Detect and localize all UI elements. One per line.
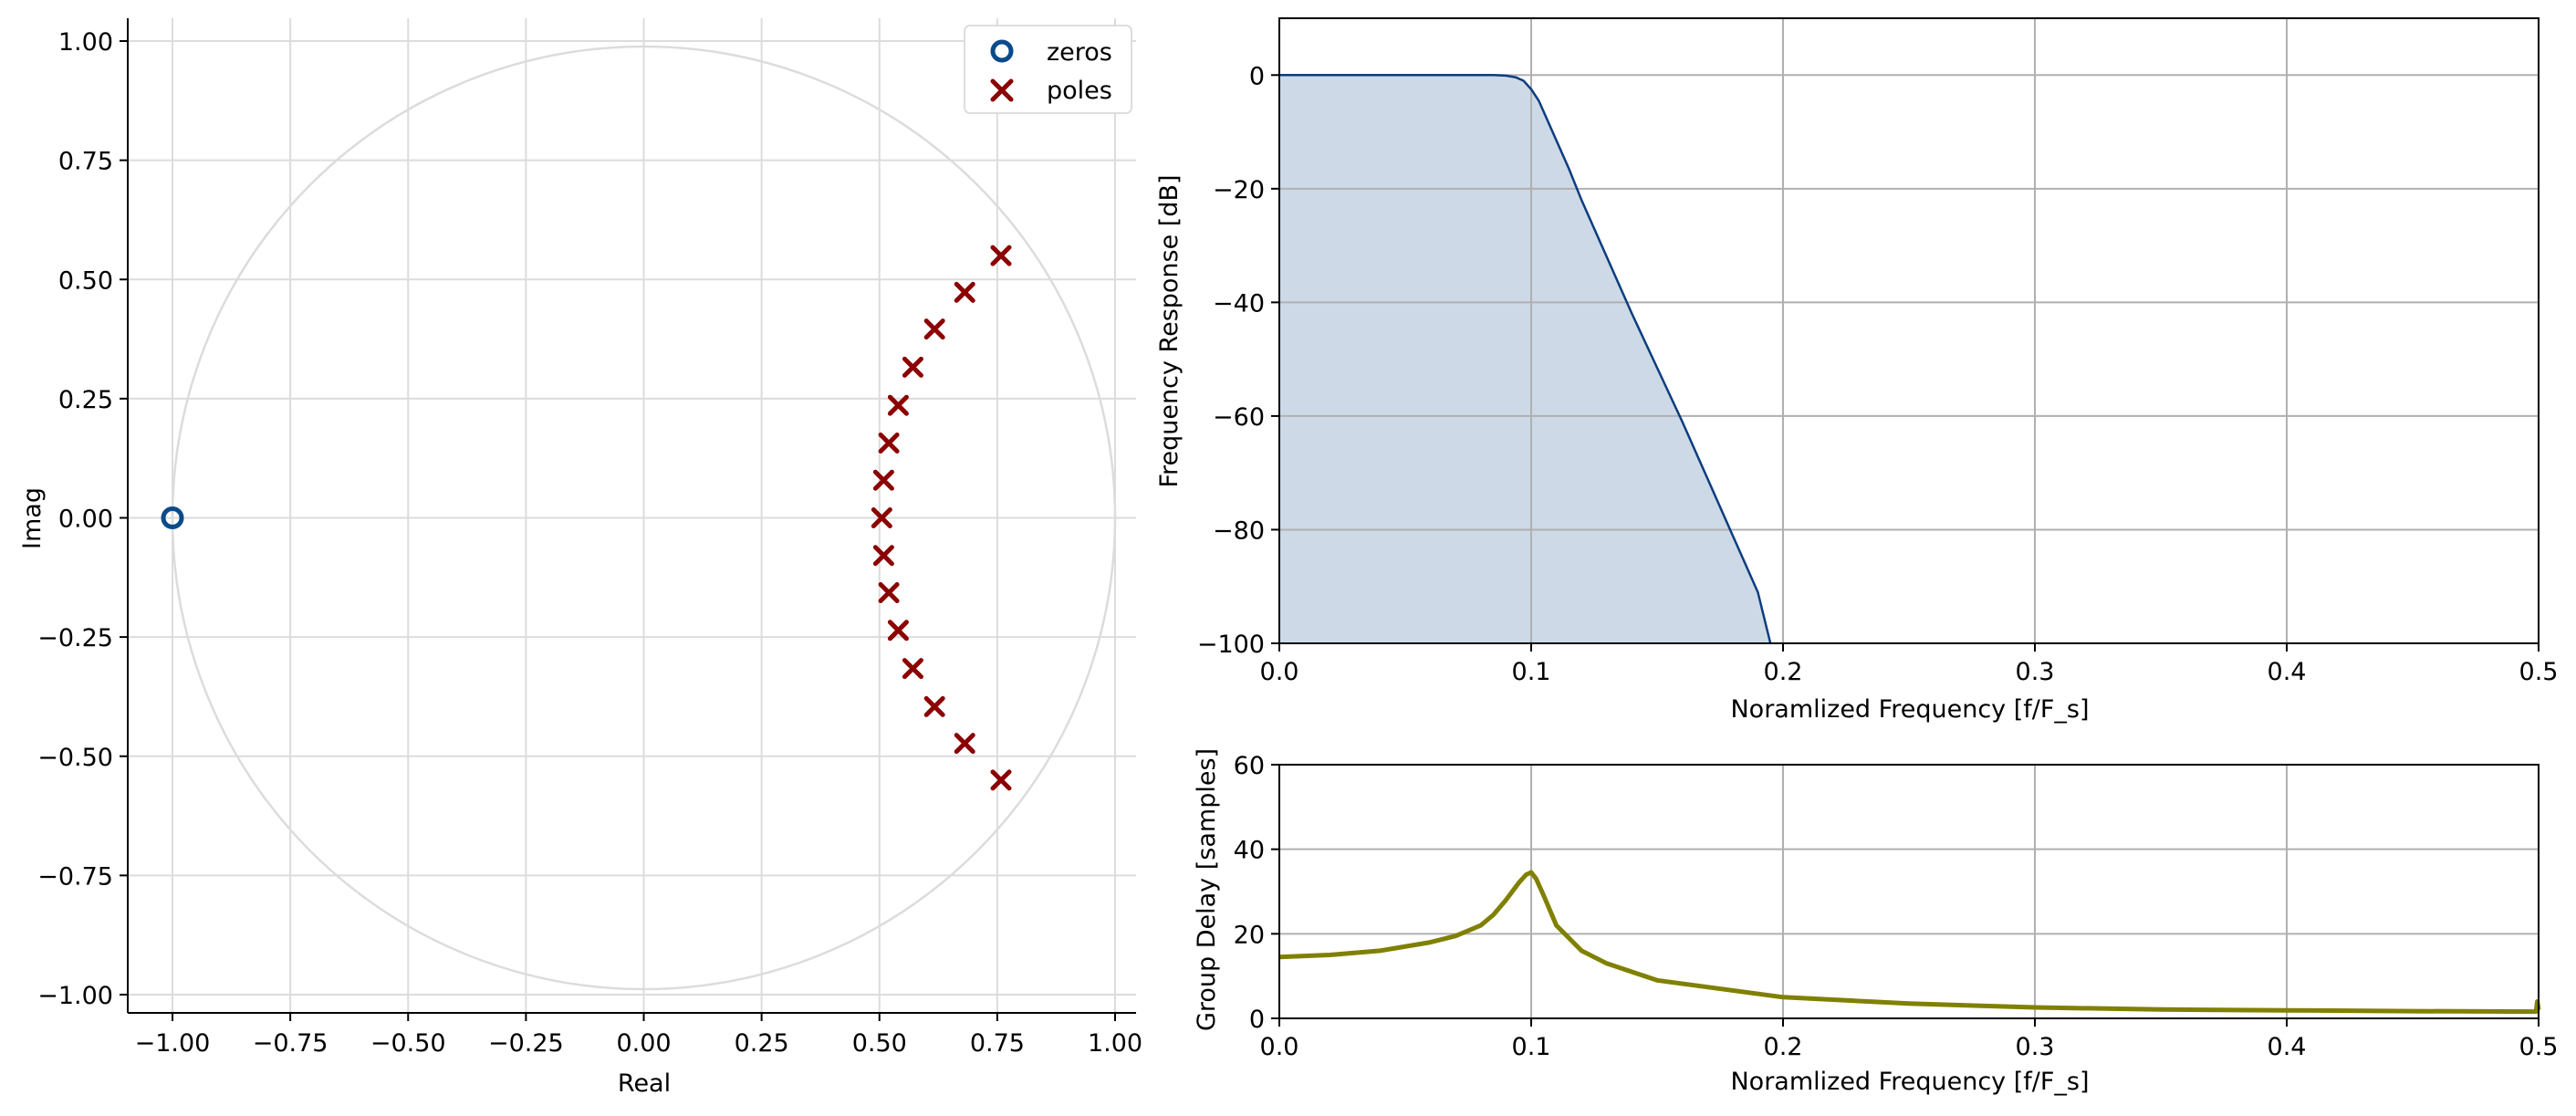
gd-y-axis-label: Group Delay [samples]	[1193, 748, 1221, 1031]
gd-x-tick-label: 0.3	[2016, 1033, 2055, 1061]
group-delay-line	[1278, 870, 2541, 1015]
pz-y-tick-label: −0.75	[37, 862, 113, 891]
fr-y-tick-label: −100	[1197, 631, 1265, 659]
fr-x-tick-label: 0.4	[2268, 658, 2307, 686]
fr-x-axis-label: Noramlized Frequency [f/F_s]	[1730, 695, 2089, 724]
fr-y-tick-label: −20	[1213, 176, 1265, 204]
fr-x-tick-label: 0.5	[2519, 658, 2559, 686]
gd-y-tick-label: 20	[1234, 921, 1265, 949]
pz-y-tick-label: 1.00	[58, 28, 113, 57]
pole-marker	[872, 469, 894, 491]
pz-legend: zeros poles	[964, 25, 1132, 114]
pole-marker	[990, 769, 1012, 791]
fr-axes-frame	[1278, 17, 2539, 644]
fr-x-tick-label: 0.1	[1512, 658, 1551, 686]
pole-marker	[923, 318, 945, 340]
fr-y-tick-label: −40	[1213, 289, 1265, 318]
pole-marker	[902, 658, 923, 680]
gd-x-tick-label: 0.0	[1260, 1033, 1299, 1061]
gd-x-tick-label: 0.1	[1512, 1033, 1551, 1061]
gd-x-tick-label: 0.2	[1764, 1033, 1803, 1061]
pz-x-tick-label: 1.00	[1088, 1029, 1142, 1058]
pz-x-tick-label: 0.25	[735, 1029, 789, 1058]
zero-marker	[161, 506, 184, 529]
gd-y-tick-label: 40	[1234, 837, 1265, 865]
fr-x-tick-label: 0.0	[1260, 658, 1299, 686]
pz-x-tick-label: −1.00	[135, 1029, 211, 1058]
fr-ticks: 0.0 0.1 0.2 0.3 0.4 0.5 0 −20 −40 −60 −80 −100	[1197, 62, 2559, 686]
pole-zero-plot: −1.00 −0.75 −0.50 −0.25 0.00 0.25 0.50 0.75 1.00…	[18, 18, 1142, 1098]
gd-x-tick-label: 0.4	[2268, 1033, 2307, 1061]
pz-marks	[161, 245, 1012, 791]
frequency-response-plot: 0.0 0.1 0.2 0.3 0.4 0.5 0 −20 −40 −60 −80 −100 Nora…	[1155, 17, 2559, 724]
unit-circle	[171, 45, 1117, 991]
pz-x-axis-label: Real	[618, 1069, 671, 1098]
pole-marker	[954, 733, 975, 755]
legend-zeros-marker	[990, 39, 1014, 63]
pole-marker	[887, 620, 909, 641]
pz-y-tick-label: 0.25	[58, 386, 113, 414]
fr-x-tick-label: 0.3	[2016, 658, 2055, 686]
fr-y-tick-label: −60	[1213, 403, 1265, 432]
pz-y-axis-label: Imag	[18, 487, 47, 549]
pole-marker	[923, 695, 945, 717]
fr-y-axis-label: Frequency Response [dB]	[1155, 174, 1184, 487]
gd-ticks: 0.0 0.1 0.2 0.3 0.4 0.5 0 20 40 60	[1234, 752, 2559, 1061]
legend-poles-marker	[990, 78, 1014, 102]
pole-marker	[887, 394, 909, 416]
legend-zeros-label: zeros	[1047, 38, 1112, 67]
pz-x-tick-label: −0.50	[370, 1029, 446, 1058]
pz-y-tick-label: −0.50	[37, 744, 113, 772]
pz-y-tick-label: −1.00	[37, 982, 113, 1010]
gd-x-axis-label: Noramlized Frequency [f/F_s]	[1730, 1068, 2089, 1096]
pz-x-tick-label: 0.50	[852, 1029, 907, 1058]
fr-y-tick-label: 0	[1249, 62, 1265, 90]
pz-y-tick-label: 0.50	[58, 266, 113, 295]
pole-marker	[902, 356, 923, 378]
gd-x-tick-label: 0.5	[2519, 1033, 2559, 1061]
gd-axes-frame	[1278, 764, 2539, 1019]
pz-x-tick-label: −0.75	[253, 1029, 329, 1058]
pz-x-tick-label: −0.25	[488, 1029, 564, 1058]
pole-marker	[954, 281, 975, 303]
pole-marker	[990, 245, 1012, 266]
frequency-response-line	[1279, 74, 1772, 644]
pole-marker	[872, 545, 894, 567]
gd-y-tick-label: 0	[1249, 1006, 1265, 1034]
group-delay-plot: 0.0 0.1 0.2 0.3 0.4 0.5 0 20 40 60 Noramlized Fre…	[1193, 748, 2558, 1096]
pz-x-tick-label: 0.00	[616, 1029, 671, 1058]
pz-y-tick-label: 0.75	[58, 148, 113, 176]
pz-x-tick-label: 0.75	[970, 1029, 1025, 1058]
gd-y-tick-label: 60	[1234, 752, 1265, 780]
fr-x-tick-label: 0.2	[1764, 658, 1803, 686]
frequency-response-fill	[1279, 75, 1771, 644]
pz-axes: −1.00 −0.75 −0.50 −0.25 0.00 0.25 0.50 0.75 1.00…	[37, 18, 1142, 1058]
pole-marker	[871, 507, 892, 528]
fr-y-tick-label: −80	[1213, 516, 1265, 545]
legend-poles-label: poles	[1047, 77, 1112, 105]
legend-frame	[964, 25, 1132, 114]
pole-marker	[878, 582, 900, 604]
pole-marker	[878, 432, 900, 454]
pz-y-tick-label: −0.25	[37, 624, 113, 652]
pz-y-tick-label: 0.00	[58, 506, 113, 534]
